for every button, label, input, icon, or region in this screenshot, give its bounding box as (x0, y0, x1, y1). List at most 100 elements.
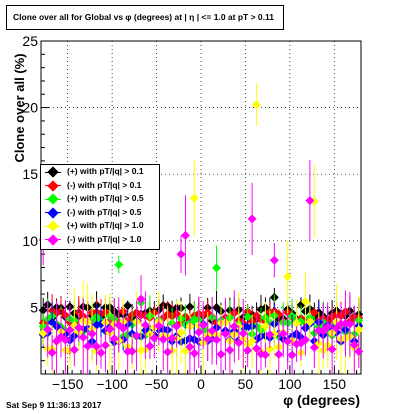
data-point (69, 345, 79, 355)
data-point (198, 320, 208, 330)
timestamp: Sat Sep 9 11:36:13 2017 (6, 400, 102, 410)
data-point (243, 345, 253, 355)
data-point (176, 249, 186, 259)
x-tick-label: −150 (52, 376, 84, 392)
data-point (176, 327, 186, 337)
x-tick-label: 100 (278, 376, 302, 392)
data-point (212, 335, 222, 345)
legend-marker-icon (47, 193, 59, 205)
data-point (283, 272, 293, 282)
data-point (207, 326, 217, 336)
data-point (238, 328, 248, 338)
legend-item: (+) with pT/|q| > 1.0 (41, 219, 159, 233)
legend-label: (-) with pT/|q| > 1.0 (67, 233, 142, 244)
x-tick-label: 0 (197, 376, 205, 392)
y-tick-label: 5 (30, 299, 38, 315)
legend-marker-icon (47, 179, 59, 192)
data-point (252, 100, 262, 110)
y-tick-label: 20 (22, 100, 38, 116)
data-point (114, 260, 124, 270)
data-point (43, 324, 53, 334)
data-point (140, 320, 150, 330)
data-point (220, 329, 230, 339)
data-point (132, 331, 142, 341)
data-point (65, 325, 75, 335)
data-point (105, 324, 115, 334)
data-point (305, 196, 315, 206)
data-point (87, 329, 97, 339)
data-point (247, 214, 257, 224)
data-point (349, 340, 359, 350)
x-tick-label: −50 (145, 376, 169, 392)
data-point (180, 230, 190, 240)
legend-marker-icon (47, 207, 59, 219)
data-point (127, 346, 137, 356)
data-point (300, 335, 310, 345)
data-point (194, 327, 204, 337)
data-point (154, 321, 164, 331)
data-point (309, 308, 319, 318)
data-point (145, 341, 155, 351)
legend-item: (-) with pT/|q| > 0.5 (41, 206, 159, 220)
y-tick-label: 15 (22, 166, 38, 182)
data-point (149, 333, 159, 343)
data-point (247, 336, 257, 346)
data-point (260, 321, 270, 331)
data-point (38, 305, 48, 315)
data-point (269, 255, 279, 265)
data-point (189, 193, 199, 203)
x-tick-label: −100 (96, 376, 128, 392)
data-point (287, 350, 297, 360)
data-point (136, 294, 146, 304)
y-tick-label: 10 (22, 233, 38, 249)
data-point (109, 334, 119, 344)
legend-marker-icon (47, 220, 59, 233)
legend-item: (+) with pT/|q| > 0.1 (41, 165, 159, 179)
legend-item: (-) with pT/|q| > 0.1 (41, 179, 159, 193)
data-point (96, 348, 106, 358)
legend-label: (+) with pT/|q| > 1.0 (67, 220, 144, 231)
x-axis-label: φ (degrees) (283, 392, 360, 408)
data-point (252, 343, 262, 353)
legend-label: (+) with pT/|q| > 0.1 (67, 166, 144, 176)
data-point (300, 296, 310, 306)
data-point (354, 347, 364, 357)
data-point (229, 321, 239, 331)
legend-label: (-) with pT/|q| > 0.5 (67, 206, 142, 217)
data-point (185, 302, 195, 312)
data-point (123, 301, 133, 311)
data-point (234, 338, 244, 348)
data-point (92, 342, 102, 352)
data-point (243, 312, 253, 322)
data-point (309, 342, 319, 352)
data-point (345, 319, 355, 329)
data-point (47, 348, 57, 358)
legend: (+) with pT/|q| > 0.1 (-) with pT/|q| > … (40, 164, 160, 250)
chart-title: Clone over all for Global vs φ (degrees)… (6, 5, 284, 30)
legend-marker-icon (47, 166, 59, 178)
data-point (305, 317, 315, 327)
x-tick-label: 150 (323, 376, 347, 392)
data-point (283, 336, 293, 346)
data-point (292, 318, 302, 328)
data-point (74, 323, 84, 333)
y-tick-label: 25 (22, 33, 38, 49)
data-point (203, 334, 213, 344)
data-point (185, 342, 195, 352)
data-point (172, 321, 182, 331)
data-point (323, 322, 333, 332)
legend-label: (-) with pT/|q| > 0.1 (67, 179, 142, 190)
data-point (163, 347, 173, 357)
data-point (167, 333, 177, 343)
data-point (118, 323, 128, 333)
data-point (278, 329, 288, 339)
data-point (60, 335, 70, 345)
data-point (327, 344, 337, 354)
data-point (158, 334, 168, 344)
legend-item: (+) with pT/|q| > 0.5 (41, 192, 159, 206)
data-point (354, 325, 364, 335)
data-point (265, 330, 275, 340)
data-point (274, 349, 284, 359)
data-point (78, 332, 88, 342)
legend-item: (-) with pT/|q| > 1.0 (41, 233, 159, 247)
